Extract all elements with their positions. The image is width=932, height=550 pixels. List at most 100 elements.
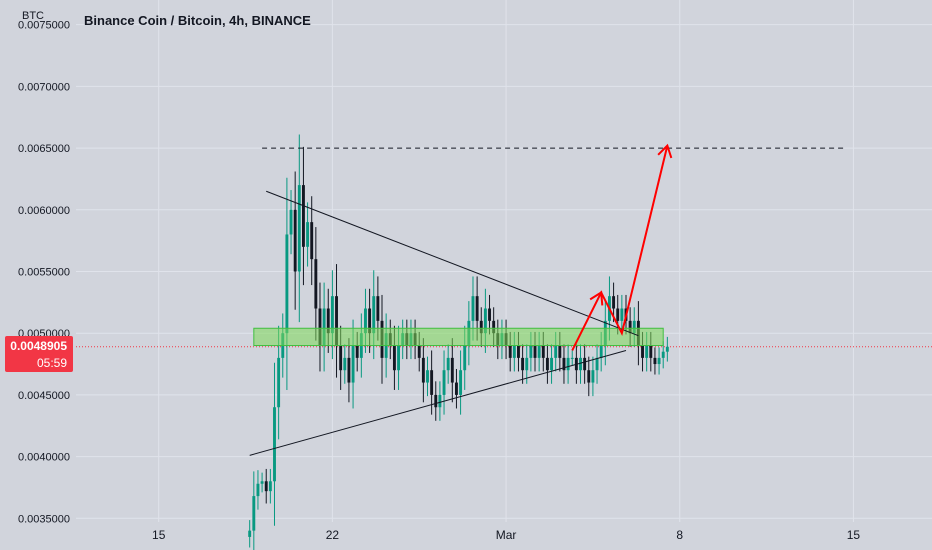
support-trendline[interactable] xyxy=(249,349,627,456)
candle-body xyxy=(471,296,475,321)
candle-body xyxy=(550,357,554,371)
candle-body xyxy=(434,394,438,408)
candle-body xyxy=(376,296,380,321)
candle-body xyxy=(537,345,541,358)
candle-body xyxy=(479,320,483,334)
candle-body xyxy=(587,370,591,383)
candle-body xyxy=(330,296,334,334)
candle-body xyxy=(293,209,297,272)
y-tick-label: 0.0035000 xyxy=(18,513,70,525)
candle-body xyxy=(661,351,665,358)
candle-body xyxy=(454,382,458,395)
candle-body xyxy=(368,308,372,334)
candle-body xyxy=(450,357,454,383)
candle-body xyxy=(529,345,533,358)
y-tick-label: 0.0040000 xyxy=(18,452,70,464)
symbol-title[interactable]: Binance Coin / Bitcoin, 4h, BINANCE xyxy=(84,13,311,28)
candle-body xyxy=(339,345,343,371)
candle-body xyxy=(533,345,537,358)
candle-body xyxy=(326,308,330,334)
candle-body xyxy=(628,320,632,334)
candle-body xyxy=(558,345,562,358)
candle-body xyxy=(392,345,396,371)
candle-body xyxy=(483,308,487,334)
candle-body xyxy=(620,308,624,321)
candle-body xyxy=(525,357,529,371)
candle-body xyxy=(562,357,566,371)
candle-body xyxy=(318,308,322,346)
candle-body xyxy=(665,346,669,352)
candle-body xyxy=(273,407,276,482)
candle-body xyxy=(351,345,355,383)
y-tick-label: 0.0065000 xyxy=(18,143,70,155)
candle-body xyxy=(653,357,657,365)
candle-body xyxy=(260,481,264,484)
candle-body xyxy=(268,481,272,492)
projection-pivot-arrowhead[interactable] xyxy=(589,290,604,306)
candle-body xyxy=(612,296,616,309)
candle-body xyxy=(463,345,467,371)
y-tick-label: 0.0075000 xyxy=(18,20,70,32)
candle-body xyxy=(277,357,281,408)
candle-body xyxy=(632,320,636,334)
currency-label: BTC xyxy=(22,10,44,22)
candle-body xyxy=(475,296,479,321)
y-tick-label: 0.0055000 xyxy=(18,266,70,278)
candle-body xyxy=(492,320,496,334)
candle-body xyxy=(264,481,268,492)
candle-body xyxy=(657,357,661,365)
candle-body xyxy=(364,308,367,334)
x-tick-label: 22 xyxy=(326,528,340,542)
candle-body xyxy=(430,370,434,395)
candle-body xyxy=(438,394,442,408)
candle-body xyxy=(297,185,301,272)
candle-body xyxy=(343,357,347,371)
candle-body xyxy=(517,345,520,358)
candle-body xyxy=(426,370,429,383)
y-tick-label: 0.0070000 xyxy=(18,81,70,93)
x-axis[interactable]: 15 22 Mar 8 15 xyxy=(152,528,860,542)
candle-body xyxy=(285,234,289,334)
drawings[interactable] xyxy=(249,143,846,456)
last-price-badge: 0.0048905 05:59 xyxy=(5,336,73,372)
y-tick-label: 0.0045000 xyxy=(18,390,70,402)
candle-body xyxy=(595,357,599,371)
candle-body xyxy=(347,357,351,383)
candle-body xyxy=(372,296,376,334)
y-tick-label: 0.0060000 xyxy=(18,205,70,217)
support-resistance-zone[interactable] xyxy=(253,327,664,347)
candle-body xyxy=(488,308,491,321)
candle-body xyxy=(314,259,318,309)
candle-body xyxy=(397,345,400,371)
projection-path[interactable] xyxy=(571,145,669,351)
candle-body xyxy=(301,185,305,247)
bar-countdown: 05:59 xyxy=(36,356,67,370)
candle-body xyxy=(322,308,326,346)
resistance-trendline[interactable] xyxy=(266,190,639,337)
candle-body xyxy=(256,483,260,497)
candle-body xyxy=(335,296,338,346)
candle-body xyxy=(512,345,516,358)
candle-body xyxy=(521,357,525,371)
candle-body xyxy=(252,496,256,531)
candle-body xyxy=(599,345,603,358)
x-tick-label: 15 xyxy=(847,528,861,542)
candle-body xyxy=(570,357,574,359)
candle-body xyxy=(306,222,310,247)
candle-body xyxy=(442,370,446,395)
candle-body xyxy=(641,345,644,358)
last-price-value: 0.0048905 xyxy=(10,339,67,353)
candle-body xyxy=(355,345,359,358)
candle-body xyxy=(649,345,653,358)
candle-body xyxy=(417,345,421,358)
x-tick-label: 8 xyxy=(676,528,683,542)
grid xyxy=(76,0,932,522)
candle-body xyxy=(541,345,545,358)
candle-body xyxy=(645,345,649,358)
candle-body xyxy=(566,357,570,371)
candle-body xyxy=(583,357,587,371)
projection-arrowhead[interactable] xyxy=(657,143,673,159)
candle-body xyxy=(289,209,293,235)
